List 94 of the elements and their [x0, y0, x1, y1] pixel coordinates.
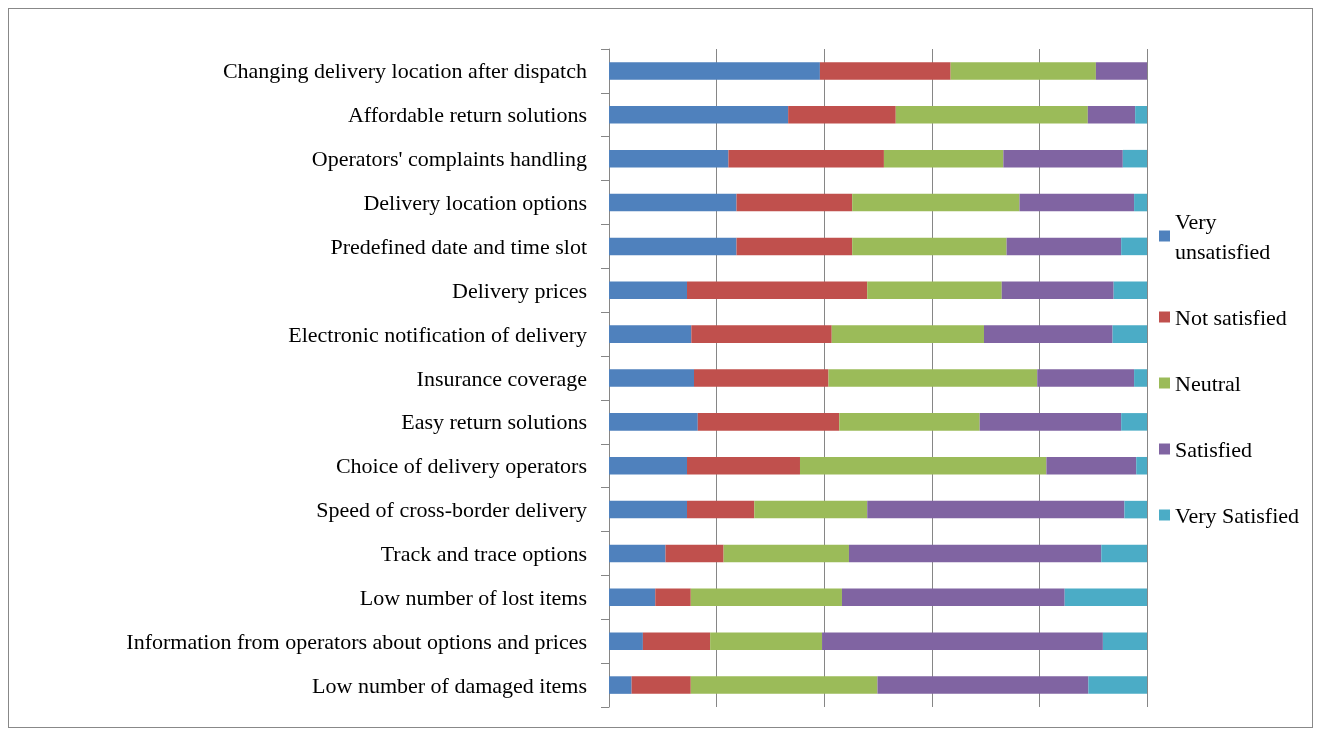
bar — [839, 413, 980, 431]
bar — [687, 500, 755, 519]
bar — [950, 62, 1096, 80]
bar — [1135, 106, 1147, 124]
bar — [1102, 632, 1147, 650]
y-tick-label: Changing delivery location after dispatch — [222, 58, 587, 84]
bar — [609, 237, 737, 256]
y-tick-label: Delivery location options — [363, 190, 587, 216]
bar — [609, 193, 737, 212]
bar — [828, 369, 1038, 387]
bar — [690, 676, 878, 694]
bar — [1112, 325, 1147, 343]
bar — [983, 325, 1113, 343]
bar — [877, 676, 1089, 694]
bar — [631, 676, 691, 694]
legend-label: Not satisfied — [1175, 304, 1287, 330]
bar — [1121, 237, 1147, 256]
bar — [1088, 676, 1147, 694]
bar — [1001, 281, 1114, 300]
bar — [1134, 369, 1147, 387]
bar — [852, 237, 1007, 256]
bar — [979, 413, 1122, 431]
bar — [841, 588, 1065, 607]
bar — [609, 588, 656, 607]
bar — [710, 632, 823, 650]
legend-label: Very unsatisfied — [1175, 208, 1271, 264]
y-tick-label: Operators' complaints handling — [311, 146, 587, 172]
bar — [822, 632, 1103, 650]
bar — [1121, 413, 1147, 431]
bar — [642, 632, 711, 650]
bar — [1095, 62, 1147, 80]
bar — [609, 369, 694, 387]
bar — [694, 369, 829, 387]
bar — [736, 193, 853, 212]
bar — [736, 237, 853, 256]
bar — [691, 325, 832, 343]
y-tick-label: Affordable return solutions — [347, 102, 587, 128]
bar — [609, 325, 692, 343]
bar — [799, 456, 1047, 475]
bar — [1134, 193, 1147, 212]
bar — [867, 500, 1125, 519]
bar — [1046, 456, 1137, 475]
y-tick-label: Easy return solutions — [401, 409, 587, 435]
bar — [883, 149, 1004, 168]
bar — [609, 676, 632, 694]
bar — [609, 500, 688, 519]
bar — [1003, 149, 1123, 168]
bar — [690, 588, 842, 607]
y-tick-label: Electronic notification of delivery — [288, 321, 587, 347]
bar — [609, 281, 688, 300]
bar — [867, 281, 1002, 300]
bar — [655, 588, 691, 607]
bar — [1019, 193, 1135, 212]
bar — [1122, 149, 1147, 168]
y-tick-label: Insurance coverage — [416, 365, 587, 391]
y-tick-label: Low number of damaged items — [312, 672, 587, 698]
bar — [754, 500, 868, 519]
bar — [1087, 106, 1136, 124]
bar — [831, 325, 984, 343]
legend-label: Satisfied — [1175, 436, 1252, 462]
bar — [609, 106, 789, 124]
bar — [609, 149, 729, 168]
bar — [697, 413, 840, 431]
bar — [1136, 456, 1147, 475]
bar — [1064, 588, 1147, 607]
bar — [852, 193, 1020, 212]
bar — [1037, 369, 1135, 387]
y-tick-label: Predefined date and time slot — [330, 233, 587, 259]
y-tick-label: Information from operators about options and prices — [126, 628, 587, 654]
bar — [895, 106, 1088, 124]
bar — [1124, 500, 1147, 519]
bar — [665, 544, 724, 563]
bar — [848, 544, 1102, 563]
bar — [687, 456, 800, 475]
bar — [1006, 237, 1122, 256]
y-tick-label: Low number of lost items — [359, 584, 587, 610]
bar — [609, 544, 666, 563]
bar — [723, 544, 849, 563]
y-tick-label: Delivery prices — [452, 277, 587, 303]
bar — [609, 456, 688, 475]
bar — [1113, 281, 1147, 300]
bar — [687, 281, 868, 300]
bar — [609, 413, 698, 431]
bar — [609, 632, 643, 650]
legend-label: Very Satisfied — [1175, 502, 1300, 528]
bar — [788, 106, 896, 124]
y-tick-label: Speed of cross-border delivery — [316, 497, 587, 523]
bar — [609, 62, 820, 80]
legend-label: Neutral — [1175, 370, 1241, 396]
bar — [819, 62, 951, 80]
bar — [1101, 544, 1147, 563]
bar — [728, 149, 884, 168]
y-tick-label: Track and trace options — [380, 540, 587, 566]
y-tick-label: Choice of delivery operators — [335, 453, 587, 479]
